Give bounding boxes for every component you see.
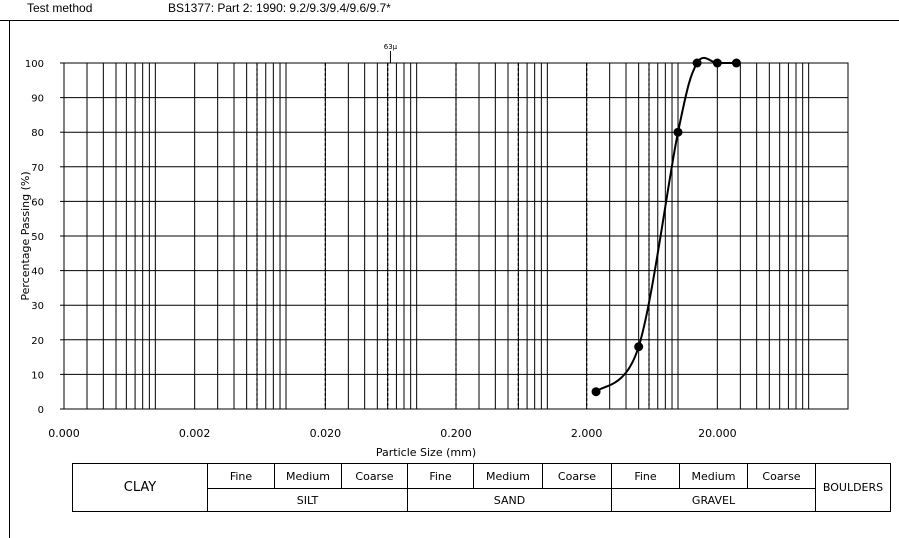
x-tick-label: 20.000 [698,427,737,440]
y-tick-label: 30 [31,301,44,312]
y-axis-title: Percentage Passing (%) [19,171,32,300]
silt-medium-cell: Medium [274,463,342,489]
y-tick-label: 90 [31,94,44,105]
sand-cell: SAND [407,488,612,512]
data-point [731,58,741,68]
x-tick-label: 0.002 [179,427,211,440]
sand-medium-cell: Medium [473,463,543,489]
y-tick-label: 80 [31,128,44,139]
y-tick-label: 100 [25,59,44,70]
left-border [9,20,10,538]
gravel-coarse-cell: Coarse [747,463,816,489]
sand-fine-cell: Fine [407,463,474,489]
x-tick-label: 0.020 [310,427,342,440]
gravel-cell: GRAVEL [611,488,816,512]
x-axis-title: Particle Size (mm) [376,446,476,459]
silt-fine-cell: Fine [207,463,275,489]
silt-cell: SILT [207,488,408,512]
y-tick-label: 10 [31,370,44,381]
y-tick-label: 40 [31,267,44,278]
x-tick-label: 0.000 [48,427,80,440]
gravel-fine-cell: Fine [611,463,680,489]
test-method-value: BS1377: Part 2: 1990: 9.2/9.3/9.4/9.6/9.… [168,1,391,15]
clay-cell: CLAY [72,463,208,512]
data-point [673,127,683,137]
x-tick-label: 0.200 [440,427,472,440]
silt-coarse-cell: Coarse [341,463,408,489]
boulders-cell: BOULDERS [815,463,891,512]
soil-classification-table: CLAY Fine Medium Coarse Fine Medium Coar… [72,463,891,512]
y-tick-label: 60 [31,197,44,208]
grading-chart: 63µ 0 10 20 30 40 50 60 70 80 90 100 0.000 0.002 0.020… [19,43,849,459]
x-tick-label: 2.000 [571,427,603,440]
y-tick-label: 0 [38,405,44,416]
data-point [712,58,722,68]
y-tick-label: 70 [31,163,44,174]
y-tick-label: 20 [31,336,44,347]
marker-63-label: 63µ [384,43,398,51]
y-tick-label: 50 [31,232,44,243]
data-point [591,387,601,397]
grading-curve [595,56,737,393]
header-row: Test method BS1377: Part 2: 1990: 9.2/9.… [0,0,899,21]
gravel-medium-cell: Medium [679,463,748,489]
test-method-label: Test method [27,1,93,15]
data-point [634,342,644,352]
sand-coarse-cell: Coarse [542,463,612,489]
data-point [692,58,702,68]
